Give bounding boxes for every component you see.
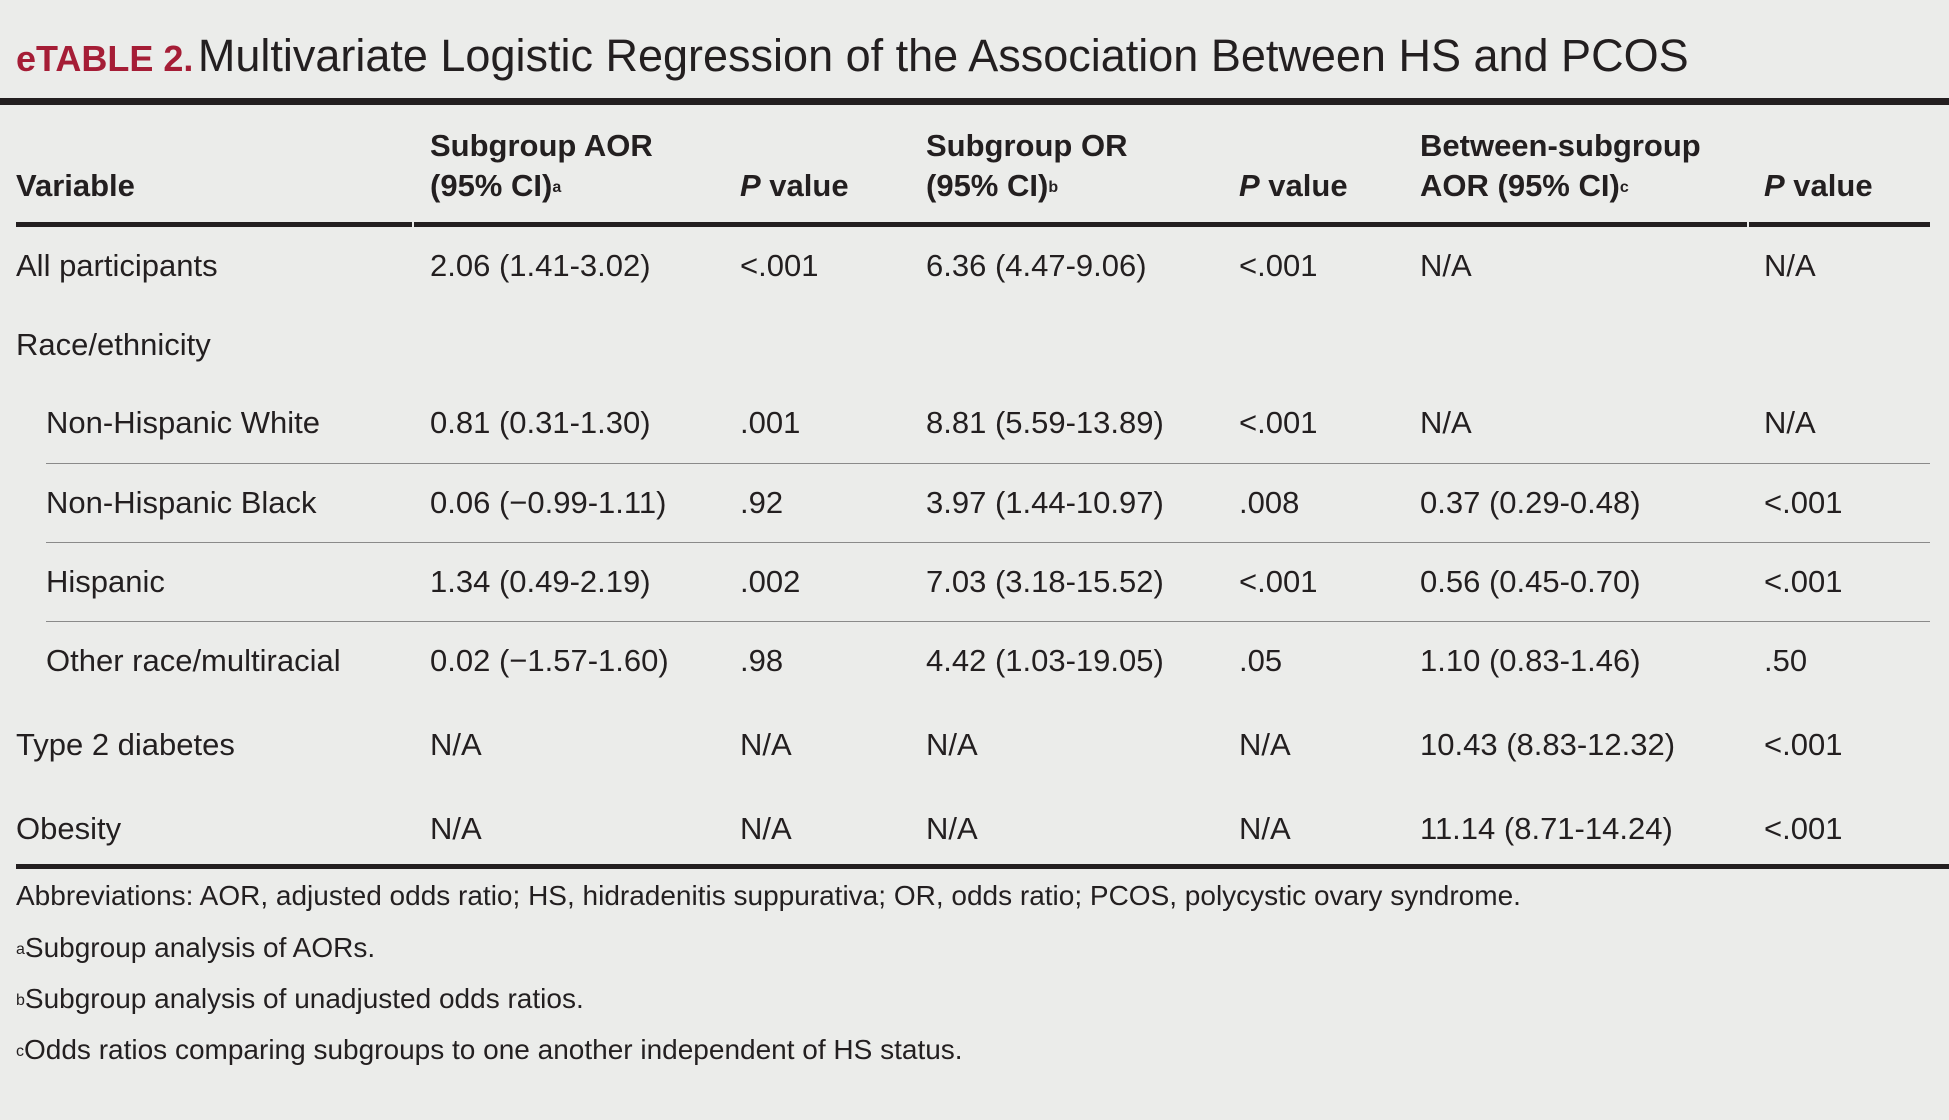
cell-p2: .05: [1239, 643, 1283, 678]
footnote-abbreviations: Abbreviations: AOR, adjusted odds ratio;…: [16, 880, 1521, 911]
cell-or: N/A: [926, 811, 978, 846]
row-divider: [46, 621, 1930, 622]
cell-p2: <.001: [1239, 405, 1318, 440]
header-subgroup-or-line2: (95% CI)b: [926, 168, 1059, 203]
cell-or: 4.42 (1.03-19.05): [926, 643, 1164, 678]
cell-p3: .50: [1764, 643, 1808, 678]
cell-or: N/A: [926, 727, 978, 762]
cell-variable: Other race/multiracial: [46, 643, 341, 678]
header-variable: Variable: [16, 168, 135, 203]
cell-variable: Non-Hispanic Black: [46, 485, 317, 520]
cell-or: 3.97 (1.44-10.97): [926, 485, 1164, 520]
row-divider: [46, 463, 1930, 464]
cell-or: 6.36 (4.47-9.06): [926, 248, 1147, 283]
cell-p3: <.001: [1764, 485, 1843, 520]
header-between-line2: AOR (95% CI)c: [1420, 168, 1629, 203]
cell-between: N/A: [1420, 405, 1472, 440]
cell-aor: N/A: [430, 811, 482, 846]
cell-p1: .001: [740, 405, 801, 440]
cell-variable: Obesity: [16, 811, 122, 846]
table-title: eTABLE 2. Multivariate Logistic Regressi…: [16, 30, 1689, 82]
cell-p1: <.001: [740, 248, 819, 283]
cell-p3: N/A: [1764, 248, 1816, 283]
cell-p1: .002: [740, 564, 801, 599]
cell-between: 11.14 (8.71-14.24): [1420, 811, 1673, 846]
footnote-marker-b: b: [1048, 179, 1059, 196]
cell-between: 0.56 (0.45-0.70): [1420, 564, 1641, 599]
cell-between: 0.37 (0.29-0.48): [1420, 485, 1641, 520]
header-subgroup-aor-line1: Subgroup AOR: [430, 128, 653, 163]
cell-p2: N/A: [1239, 727, 1291, 762]
cell-aor: N/A: [430, 727, 482, 762]
header-subgroup-aor: Subgroup AOR (95% CI)a: [430, 126, 653, 206]
cell-p2: .008: [1239, 485, 1300, 520]
cell-aor: 0.81 (0.31-1.30): [430, 405, 651, 440]
footnote-b: bSubgroup analysis of unadjusted odds ra…: [16, 983, 584, 1014]
bottom-rule: [16, 864, 1949, 869]
cell-between: 1.10 (0.83-1.46): [1420, 643, 1641, 678]
footnote-marker-a: a: [552, 179, 562, 196]
header-subgroup-or-line1: Subgroup OR: [926, 128, 1128, 163]
cell-variable: Hispanic: [46, 564, 165, 599]
header-p-value-1: P value: [740, 168, 849, 203]
cell-aor: 1.34 (0.49-2.19): [430, 564, 651, 599]
cell-p1: .92: [740, 485, 784, 520]
cell-between: 10.43 (8.83-12.32): [1420, 727, 1676, 762]
header-rule-gap: [412, 222, 414, 227]
cell-aor: 0.02 (−1.57-1.60): [430, 643, 669, 678]
header-p-value-3: P value: [1764, 168, 1873, 203]
cell-aor: 0.06 (−0.99-1.11): [430, 485, 667, 520]
header-rule-gap: [1747, 222, 1749, 227]
top-rule: [0, 98, 1949, 105]
cell-between: N/A: [1420, 248, 1472, 283]
cell-variable: Type 2 diabetes: [16, 727, 235, 762]
header-subgroup-or: Subgroup OR (95% CI)b: [926, 126, 1127, 206]
cell-p2: <.001: [1239, 564, 1318, 599]
table-label: eTABLE 2.: [16, 38, 194, 79]
header-p-value-2: P value: [1239, 168, 1348, 203]
cell-p1: N/A: [740, 811, 792, 846]
cell-p2: <.001: [1239, 248, 1318, 283]
table-title-text: Multivariate Logistic Regression of the …: [197, 30, 1689, 81]
footnote-c: cOdds ratios comparing subgroups to one …: [16, 1034, 963, 1065]
cell-variable: Race/ethnicity: [16, 327, 211, 362]
header-between-line1: Between-subgroup: [1420, 128, 1701, 163]
header-rule: [16, 222, 1930, 227]
cell-p3: <.001: [1764, 727, 1843, 762]
footnote-a: aSubgroup analysis of AORs.: [16, 932, 376, 963]
header-subgroup-aor-line2: (95% CI)a: [430, 168, 562, 203]
row-divider: [46, 542, 1930, 543]
cell-p3: N/A: [1764, 405, 1816, 440]
cell-variable: All participants: [16, 248, 218, 283]
header-between-subgroup-aor: Between-subgroup AOR (95% CI)c: [1420, 126, 1701, 206]
cell-p1: N/A: [740, 727, 792, 762]
footnote-marker-c: c: [1619, 179, 1629, 196]
cell-p1: .98: [740, 643, 784, 678]
cell-or: 7.03 (3.18-15.52): [926, 564, 1164, 599]
cell-variable: Non-Hispanic White: [46, 405, 320, 440]
cell-or: 8.81 (5.59-13.89): [926, 405, 1164, 440]
cell-p3: <.001: [1764, 564, 1843, 599]
cell-aor: 2.06 (1.41-3.02): [430, 248, 651, 283]
cell-p3: <.001: [1764, 811, 1843, 846]
cell-p2: N/A: [1239, 811, 1291, 846]
